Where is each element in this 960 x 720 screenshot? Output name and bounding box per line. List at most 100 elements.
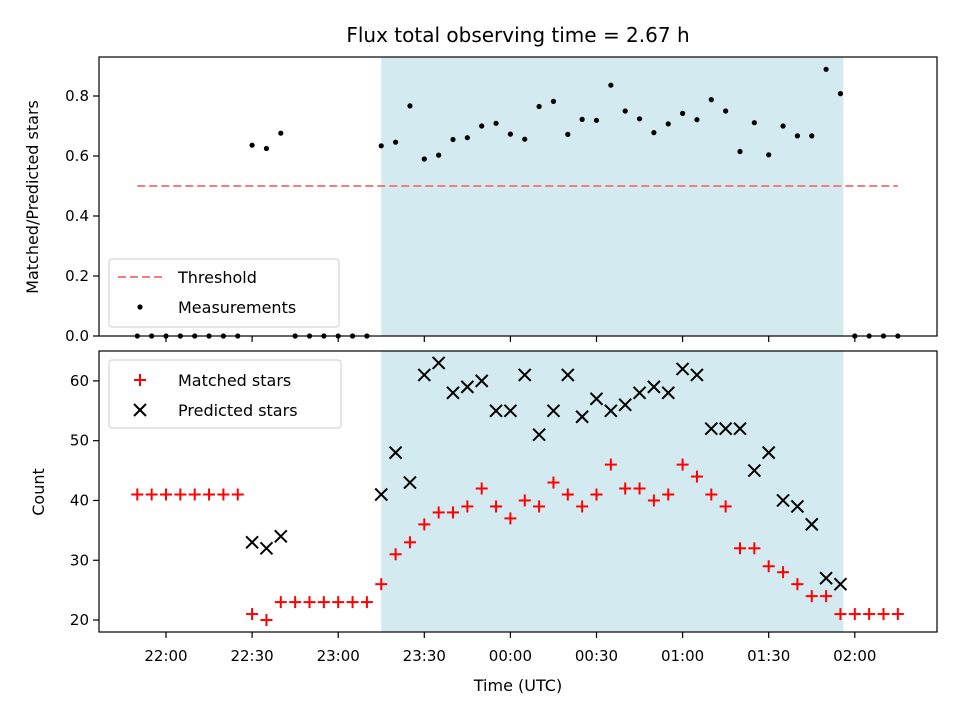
legend-predicted-swatch	[133, 403, 147, 417]
matched-star-point	[705, 488, 718, 501]
matched-star-point	[604, 458, 617, 471]
measurement-point	[493, 120, 499, 126]
matched-star-point	[246, 608, 259, 621]
predicted-star-point	[274, 529, 288, 544]
predicted-star-point	[632, 386, 647, 400]
chart-title: Flux total observing time = 2.67 h	[346, 23, 689, 47]
matched-star-point	[475, 482, 488, 495]
matched-star-point	[432, 506, 445, 519]
x-tick-label: 23:00	[317, 647, 360, 665]
measurement-point	[550, 98, 557, 104]
matched-star-point	[389, 548, 402, 561]
matched-star-point	[576, 500, 589, 513]
predicted-star-point	[790, 499, 805, 514]
measurement-point	[723, 108, 729, 114]
y-tick-label: 30	[70, 551, 89, 569]
measurement-point	[450, 136, 456, 143]
predicted-star-point	[546, 404, 561, 418]
measurement-point	[278, 130, 284, 136]
bottom-legend: Matched stars Predicted stars	[108, 359, 342, 429]
observing-window-shade	[381, 57, 844, 336]
measurement-point	[479, 123, 485, 129]
y-tick-label: 0.8	[65, 87, 89, 105]
predicted-star-point	[460, 380, 475, 394]
matched-star-point	[289, 596, 302, 609]
matched-star-point	[633, 482, 646, 495]
predicted-star-point	[403, 475, 417, 490]
y-tick-label: 50	[70, 432, 89, 450]
predicted-star-point	[388, 445, 403, 460]
predicted-star-point	[675, 362, 690, 376]
matched-star-point	[418, 518, 431, 531]
x-tick-label: 01:00	[661, 647, 704, 665]
measurement-point	[737, 148, 743, 155]
measurement-point	[565, 131, 571, 137]
matched-star-point	[504, 512, 517, 525]
matched-star-point	[231, 488, 244, 501]
top-panel: 0.0 0.2 0.4 0.6 0.8 Flux total observing tim…	[23, 23, 938, 345]
matched-star-point	[619, 482, 632, 495]
measurement-point	[522, 136, 528, 142]
matched-star-point	[863, 608, 876, 621]
matched-star-point	[490, 500, 503, 513]
matched-star-point	[145, 488, 158, 501]
measurement-point	[809, 133, 815, 139]
measurement-point	[507, 131, 513, 137]
predicted-star-point	[431, 356, 446, 370]
y-tick-label: 0.2	[65, 267, 89, 285]
matched-star-point	[303, 596, 316, 609]
measurement-point	[751, 120, 757, 126]
measurement-point	[622, 108, 628, 114]
measurement-point	[794, 133, 801, 139]
matched-star-point	[848, 608, 861, 621]
measurement-point	[378, 143, 384, 149]
measurement-point	[464, 135, 470, 141]
y-tick-label: 20	[70, 611, 89, 629]
bottom-legend-box	[108, 359, 342, 429]
predicted-star-point	[761, 445, 776, 460]
predicted-star-point	[819, 571, 833, 585]
measurement-point	[407, 103, 413, 109]
matched-star-point	[533, 500, 546, 513]
predicted-star-point	[532, 427, 546, 442]
matched-star-point	[820, 590, 833, 603]
measurement-point	[780, 123, 786, 129]
predicted-star-point	[733, 422, 747, 436]
x-tick-label: 22:30	[230, 647, 273, 665]
matched-star-point	[260, 614, 273, 627]
x-tick-label: 00:30	[575, 647, 618, 665]
top-plot-frame	[98, 56, 938, 337]
matched-star-point	[877, 608, 890, 621]
measurement-point	[608, 82, 614, 88]
matched-star-point	[346, 596, 359, 609]
measurement-point	[393, 139, 399, 145]
x-tick-label: 02:00	[833, 647, 876, 665]
matched-star-point	[547, 476, 560, 489]
matched-star-point	[203, 488, 216, 501]
measurement-point	[766, 152, 772, 158]
predicted-star-point	[474, 374, 489, 388]
matched-star-point	[461, 500, 474, 513]
matched-star-point	[748, 542, 761, 555]
measurement-point	[436, 152, 442, 158]
measurement-point	[665, 121, 671, 127]
measurement-point	[579, 116, 585, 122]
predicted-star-point	[374, 487, 388, 502]
predicted-star-point	[561, 368, 575, 382]
y-tick-label: 0.4	[65, 207, 89, 225]
predicted-star-point	[661, 386, 675, 400]
bottom-plot-frame	[98, 350, 938, 633]
predicted-star-point	[747, 463, 762, 478]
observing-window-shade	[381, 351, 844, 632]
predicted-star-point	[245, 535, 259, 550]
matched-star-point	[174, 488, 187, 501]
measurement-point	[421, 156, 427, 162]
predicted-star-point	[589, 392, 604, 406]
matched-star-point	[317, 596, 330, 609]
matched-star-point	[690, 470, 703, 483]
matched-star-point	[561, 488, 574, 501]
matched-star-point	[662, 488, 675, 501]
x-tick-label: 22:00	[144, 647, 187, 665]
predicted-star-point	[833, 577, 848, 591]
